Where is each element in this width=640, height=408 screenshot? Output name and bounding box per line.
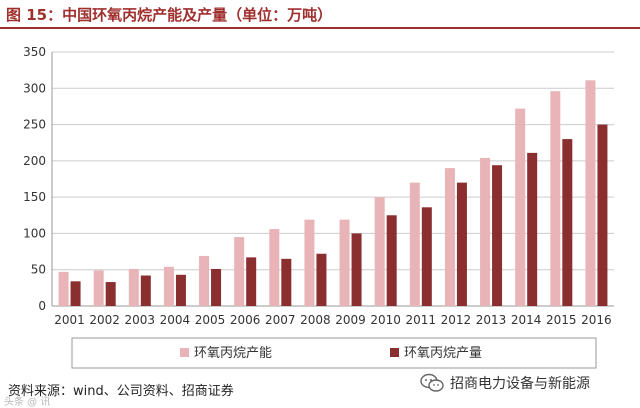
legend-label-capacity: 环氧丙烷产能 <box>194 346 272 361</box>
y-tick-label: 50 <box>31 263 46 277</box>
bar-capacity <box>304 219 315 306</box>
bar-output <box>421 207 432 306</box>
x-tick-label: 2002 <box>89 313 120 327</box>
bar-capacity <box>374 197 385 306</box>
x-tick-label: 2009 <box>335 313 366 327</box>
bar-capacity <box>199 255 210 306</box>
y-tick-label: 300 <box>23 81 46 95</box>
y-tick-label: 250 <box>23 118 46 132</box>
bar-output <box>351 233 362 306</box>
bar-capacity <box>128 268 139 306</box>
bar-capacity <box>444 168 455 306</box>
legend-swatch-capacity <box>180 348 189 357</box>
bar-capacity <box>515 108 526 306</box>
wechat-icon <box>420 373 444 392</box>
wechat-badge: 招商电力设备与新能源 <box>420 373 590 393</box>
y-tick-label: 0 <box>38 299 46 313</box>
legend: 环氧丙烷产能 环氧丙烷产量 <box>71 337 597 369</box>
y-tick-label: 350 <box>23 45 46 59</box>
bar-capacity <box>480 157 491 306</box>
bar-output <box>316 253 327 306</box>
legend-box <box>71 337 597 369</box>
bar-output <box>386 215 397 306</box>
bar-capacity <box>409 182 420 306</box>
wechat-account-name: 招商电力设备与新能源 <box>450 376 590 392</box>
x-tick-label: 2016 <box>581 313 612 327</box>
y-tick-label: 200 <box>23 154 46 168</box>
bars <box>58 80 608 306</box>
bar-output <box>246 257 257 306</box>
legend-label-output: 环氧丙烷产量 <box>404 346 482 361</box>
x-tick-label: 2014 <box>511 313 542 327</box>
bar-output <box>105 282 116 306</box>
bar-output <box>175 274 186 306</box>
x-tick-label: 2001 <box>54 313 85 327</box>
x-tick-label: 2003 <box>125 313 156 327</box>
x-tick-label: 2013 <box>476 313 507 327</box>
grid-lines <box>52 51 614 271</box>
bar-capacity <box>93 270 104 306</box>
x-tick-labels: 2001 2002 2003 2004 2005 2006 2007 2008 2009 2010… <box>54 313 611 327</box>
chart-title: 图 15：中国环氧丙烷产能及产量（单位：万吨） <box>6 6 333 24</box>
bar-output <box>456 182 467 306</box>
bar-output <box>70 281 81 306</box>
x-tick-label: 2015 <box>546 313 577 327</box>
bar-capacity <box>550 91 561 306</box>
x-tick-label: 2012 <box>441 313 472 327</box>
y-tick-labels: 0 50 100 150 200 250 300 350 <box>23 45 46 313</box>
y-tick-label: 150 <box>23 190 46 204</box>
bar-output <box>140 275 151 306</box>
bar-capacity <box>234 237 245 306</box>
x-tick-label: 2008 <box>300 313 331 327</box>
y-tick-label: 100 <box>23 226 46 240</box>
bar-capacity <box>58 271 69 306</box>
x-tick-label: 2004 <box>160 313 191 327</box>
x-tick-label: 2010 <box>370 313 401 327</box>
watermark-text: 头条 @ 讯 <box>4 397 51 408</box>
bar-capacity <box>163 266 174 306</box>
x-tick-label: 2007 <box>265 313 296 327</box>
x-tick-label: 2006 <box>230 313 261 327</box>
bar-output <box>527 152 538 306</box>
bar-output <box>597 124 608 306</box>
bar-output <box>281 258 292 306</box>
bar-capacity <box>269 229 280 306</box>
bar-capacity <box>339 219 350 306</box>
x-tick-label: 2005 <box>195 313 226 327</box>
source-note: 资料来源：wind、公司资料、招商证券 <box>8 384 234 399</box>
bar-output <box>492 165 503 306</box>
bar-output <box>562 139 573 306</box>
bar-capacity <box>585 80 596 306</box>
bar-output <box>211 268 222 306</box>
legend-swatch-output <box>390 348 399 357</box>
x-tick-label: 2011 <box>406 313 437 327</box>
title-divider <box>0 27 640 29</box>
